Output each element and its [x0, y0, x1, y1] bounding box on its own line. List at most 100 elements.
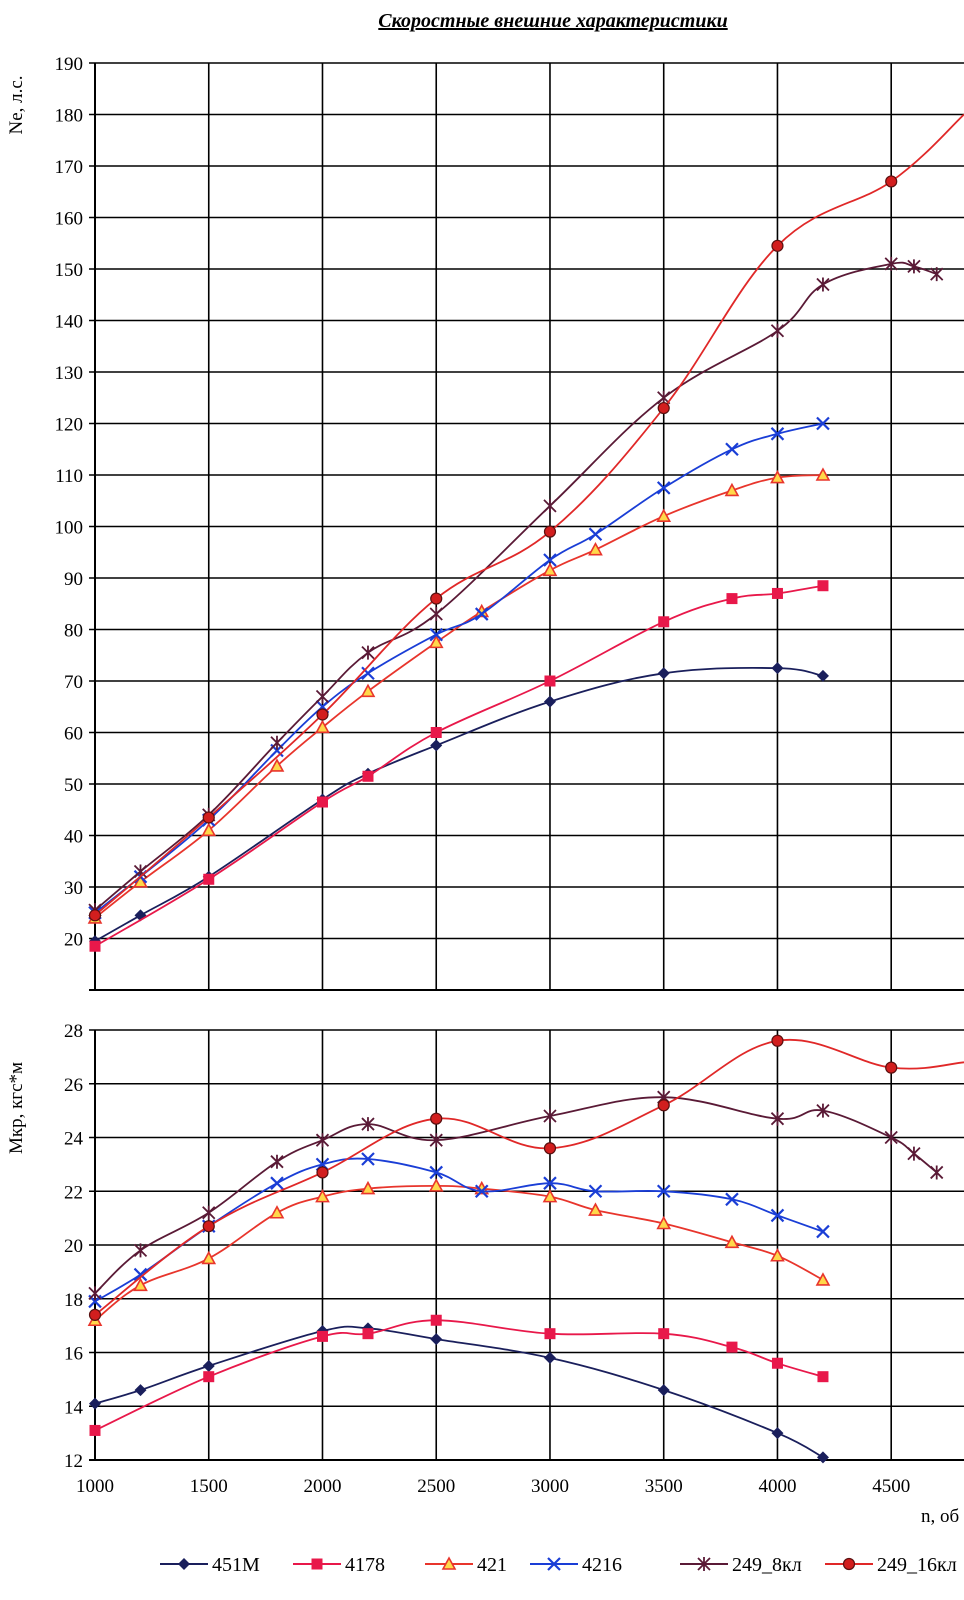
data-point-421	[269, 1205, 285, 1219]
data-point-4216	[474, 1184, 489, 1199]
data-point-421	[315, 1188, 330, 1203]
y-tick-label: 100	[55, 518, 84, 539]
series-line-421	[94, 474, 824, 919]
y-tick-label: 12	[64, 1451, 83, 1472]
data-point-249_8кл	[315, 1133, 330, 1148]
data-point-421	[269, 758, 285, 772]
legend-label: 249_16кл	[877, 1554, 957, 1576]
y-tick-label: 150	[55, 260, 84, 281]
data-point-249_8кл	[770, 323, 785, 338]
data-point-451M	[816, 1451, 829, 1464]
y-tick-label: 24	[64, 1129, 84, 1150]
data-point-4178	[726, 593, 738, 605]
data-point-4178	[89, 940, 101, 952]
data-point-4216	[656, 481, 671, 495]
y-tick-label: 130	[55, 363, 84, 384]
data-point-451M	[771, 1427, 784, 1440]
x-tick-label: 4000	[758, 1476, 796, 1497]
data-point-4178	[430, 1314, 442, 1326]
legend-item-451M: 451M	[160, 1554, 260, 1576]
data-point-4216	[543, 1176, 557, 1190]
data-point-4216	[770, 1208, 785, 1223]
y-tick-label: 190	[55, 54, 84, 75]
data-point-249_8кл	[429, 1133, 443, 1148]
legend-item-421: 421	[425, 1554, 507, 1576]
data-point-249_16кл	[88, 1308, 102, 1321]
y-tick-label: 20	[64, 930, 83, 951]
data-point-421	[542, 1188, 558, 1203]
data-point-421	[724, 1234, 740, 1249]
data-point-249_16кл	[543, 525, 557, 538]
y-tick-label: 180	[55, 106, 84, 127]
series-line-249_16кл	[94, 113, 964, 916]
y-tick-label: 60	[64, 724, 83, 745]
data-point-4216	[816, 1224, 830, 1239]
legend: 451M 4178 421 4216 249_8кл 249_16кл	[160, 1554, 957, 1576]
data-point-4216	[656, 1184, 671, 1199]
data-point-249_16кл	[885, 175, 898, 188]
data-point-4178	[203, 873, 215, 885]
data-point-4178	[362, 770, 374, 782]
series-line-249_16кл	[94, 1038, 964, 1316]
series-line-4178	[94, 1319, 824, 1432]
legend-label: 4216	[582, 1554, 622, 1576]
legend-marker-4216	[547, 1557, 561, 1571]
data-point-4178	[203, 1371, 215, 1383]
data-point-4178	[771, 1357, 783, 1369]
data-point-451M	[543, 695, 556, 708]
data-point-249_8кл	[270, 735, 284, 750]
x-tick-label: 2500	[417, 1476, 455, 1497]
power-panel: 20 30 40 50 60 70 80 90 100 110 120 130 140 150 160 170…	[6, 54, 964, 991]
data-point-249_8кл	[361, 645, 375, 660]
data-point-249_16кл	[202, 1220, 215, 1233]
y-tick-label: 16	[64, 1344, 83, 1365]
power-series	[87, 113, 964, 952]
legend-marker-249_16кл	[842, 1557, 856, 1571]
data-point-4178	[316, 796, 328, 808]
data-point-421	[133, 1277, 148, 1292]
data-point-249_8кл	[884, 256, 898, 271]
series-line-451M	[94, 666, 824, 942]
legend-item-249_8кл: 249_8кл	[680, 1554, 802, 1576]
data-point-249_16кл	[771, 239, 784, 252]
x-tick-label: 4500	[872, 1476, 910, 1497]
data-point-249_8кл	[816, 1103, 830, 1118]
y-tick-label: 30	[64, 878, 83, 899]
data-point-421	[360, 1180, 376, 1195]
data-point-4178	[544, 1328, 556, 1340]
y-tick-label: 26	[64, 1075, 83, 1096]
data-point-421	[542, 562, 558, 577]
torque-y-axis-label: Мкр, кгс*м	[6, 1062, 27, 1154]
y-tick-label: 140	[55, 312, 84, 333]
data-point-249_8кл	[429, 607, 443, 622]
data-point-421	[201, 822, 217, 837]
y-tick-label: 80	[64, 621, 83, 642]
data-point-4216	[543, 553, 557, 567]
data-point-421	[133, 874, 148, 888]
series-line-4178	[94, 584, 824, 947]
data-point-4178	[544, 675, 556, 687]
legend-item-249_16кл: 249_16кл	[825, 1554, 957, 1576]
data-point-451M	[430, 1333, 443, 1346]
data-point-4216	[361, 1152, 375, 1166]
chart-title: Скоростные внешние характеристики	[378, 10, 727, 32]
data-point-421	[770, 469, 785, 484]
y-tick-label: 50	[64, 775, 83, 796]
y-tick-label: 20	[64, 1236, 83, 1257]
data-point-4216	[474, 607, 489, 621]
x-tick-label: 3500	[645, 1476, 683, 1497]
data-point-249_8кл	[930, 267, 944, 282]
data-point-249_8кл	[270, 1154, 284, 1169]
data-point-249_16кл	[430, 1112, 443, 1125]
legend-item-4216: 4216	[530, 1554, 622, 1576]
data-point-421	[656, 1215, 672, 1230]
data-point-451M	[543, 1351, 556, 1364]
data-point-421	[428, 1178, 444, 1192]
data-point-421	[201, 1250, 217, 1265]
y-tick-label: 18	[64, 1290, 83, 1311]
torque-series	[87, 1034, 964, 1464]
data-point-4178	[658, 616, 670, 628]
data-point-249_8кл	[315, 689, 330, 704]
data-point-421	[360, 683, 376, 698]
